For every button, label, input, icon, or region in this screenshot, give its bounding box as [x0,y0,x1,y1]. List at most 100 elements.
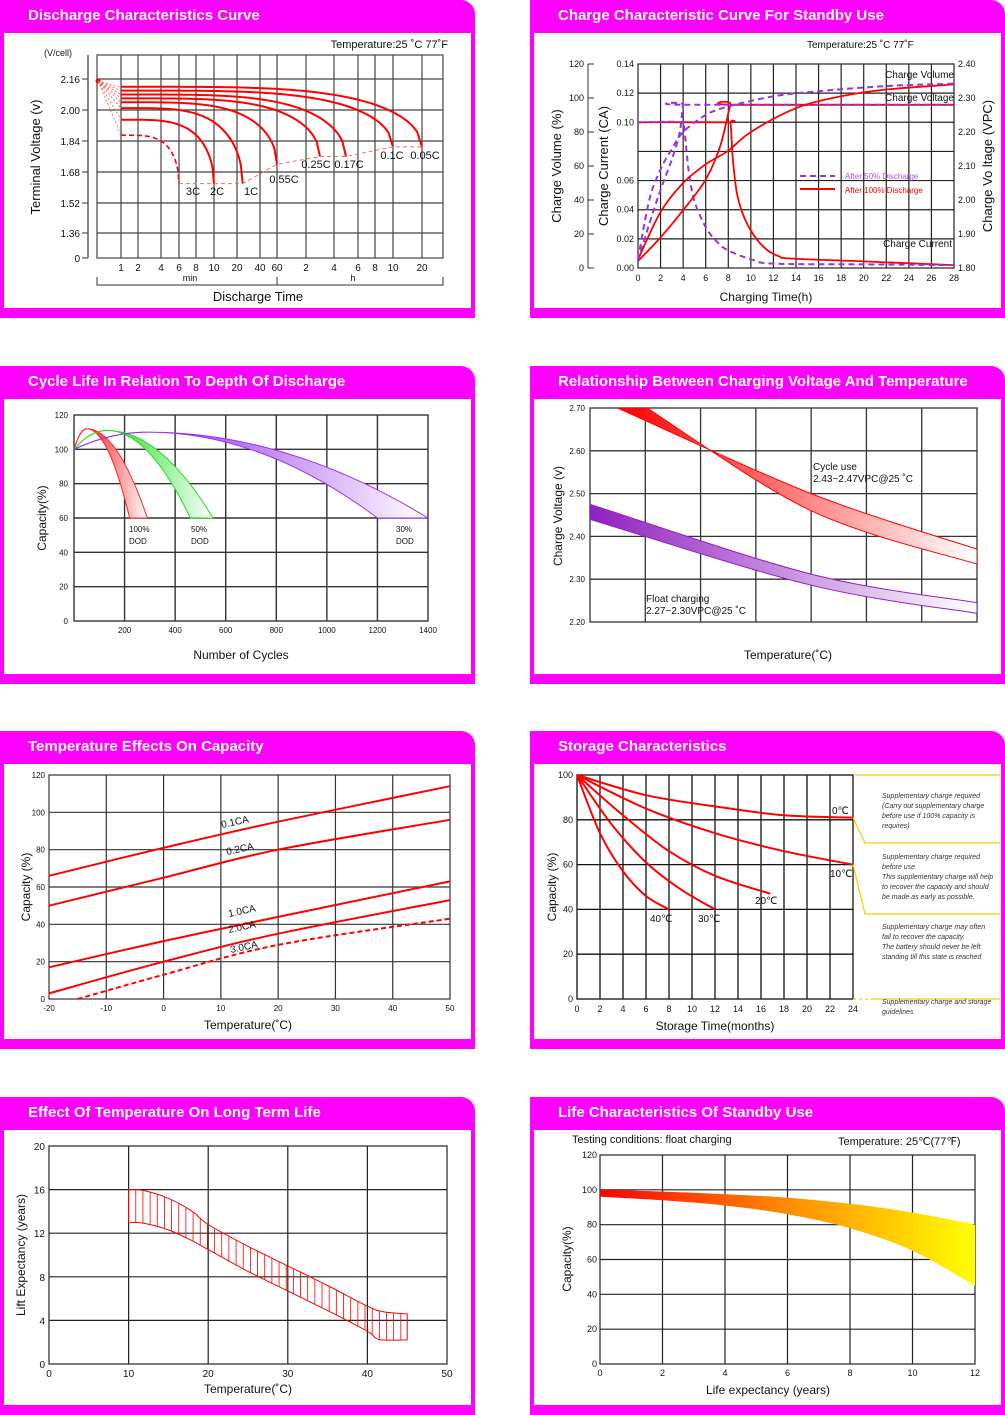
x-tick-label: 40 [254,263,266,274]
current-tick-label: 0.04 [616,205,634,215]
y-tick-label: 2.50 [569,490,585,499]
x-tick-label: 50 [446,1004,455,1013]
dod-label: 30% [396,525,412,534]
voltage-tick-label: 1.90 [958,229,976,239]
y-tick-label: 20 [587,1324,597,1334]
storage-curve-1 [576,774,854,866]
x-tick-label: 30 [331,1004,340,1013]
y-tick-label: 20 [563,949,573,959]
x-axis-title: Storage Time(months) [656,1019,775,1033]
x-tick-label: 0 [597,1368,602,1378]
curve-label: 10℃ [830,869,852,880]
x-tick-label: 20 [859,273,869,283]
start-connector [97,80,122,103]
voltage-axis-title: Charge Vo ltage (VPC) [980,100,995,232]
dod-label: 100% [129,525,149,534]
x-tick-label: 8 [372,263,378,274]
volume-tick-label: 40 [574,195,584,205]
y-tick-label: 1.52 [61,199,81,210]
x-tick-label: 4 [158,263,164,274]
annotation-float-range: 2.27~2.30VPC@25 ˚C [646,605,746,617]
x-tick-label: -20 [43,1004,55,1013]
x-tick-label: 1400 [419,626,437,635]
annotation-float: Float charging [646,594,709,605]
storage-note-line: fail to recover the capacity. [882,934,965,941]
x-tick-label: 18 [779,1004,789,1014]
storage-panel: Storage Characteristics 0 20 40 60 80 100 0 2 4 6… [530,731,1005,1049]
legend-label-100pct: After 100% Discharge [845,186,923,195]
curve-label: 2C [210,186,224,198]
voltage-tick-label: 2.30 [958,93,976,103]
y-tick-label: 2.30 [569,575,585,584]
dod-curve-rise-1 [73,429,107,450]
volume-tick-label: 80 [574,127,584,137]
x-tick-label: 200 [118,626,132,635]
storage-note-line: Supplementary charge and storage [882,999,991,1006]
charge-voltage-chart: 2.20 2.30 2.40 2.50 2.60 2.70 Charge Voltage (… [551,404,978,662]
x-tick-label: 6 [785,1368,790,1378]
x-tick-label: 30 [282,1369,294,1380]
dod-label: DOD [396,537,414,546]
long-term-life-chart: 0 4 8 12 16 20 0 10 20 30 40 50 Lift Expectancy (yea… [14,1142,453,1396]
x-tick-label: 40 [388,1004,397,1013]
voltage-tick-label: 2.10 [958,161,976,171]
storage-note-line: standing till this state is reached [882,954,982,961]
volume-tick-label: 120 [569,59,584,69]
series-volume-50pct [637,82,955,260]
standby-life-panel: Life Characteristics Of Standby Use 0 20 4… [530,1097,1005,1415]
dod-band-1 [106,429,214,519]
y-tick-label: 2.00 [61,106,81,117]
storage-curve-4 [576,774,670,911]
y-tick-label: 8 [39,1273,45,1284]
discharge-curve-2C [121,118,215,184]
x-tick-label: 10 [907,1368,917,1378]
y-unit-label: (V/cell) [44,48,72,58]
y-tick-label: 80 [587,1220,597,1230]
dod-label: 50% [191,525,207,534]
start-connector [97,80,122,91]
y-tick-label: 20 [34,1142,46,1153]
panel-title: Charge Characteristic Curve For Standby … [558,7,884,24]
x-tick-label: 6 [355,263,361,274]
standby-life-chart: 0 20 40 60 80 100 120 0 2 4 6 8 10 12 Capacity(%) Life … [560,1134,980,1397]
temp-capacity-chart: 0 20 40 60 80 100 120 -20 -10 0 10 20 30 40 50 Capacity… [19,771,455,1032]
volume-tick-label: 20 [574,229,584,239]
discharge-curve-0.25C [121,97,321,157]
current-tick-label: 0.14 [616,59,634,69]
x-group-label-h: h [350,273,355,283]
curve-label: 2.0CA [227,919,257,936]
charge-chart: 0204060801001200.000.020.040.060.100.120… [549,39,995,304]
storage-note-line: This supplementary charge will help [882,874,993,881]
start-connector [97,80,122,95]
curve-label: 0.17C [334,159,363,171]
capacity-band [600,1189,975,1286]
y-tick-label: 40 [563,904,573,914]
x-tick-label: 26 [926,273,936,283]
y-tick-label: 20 [36,958,45,967]
y-axis-title: Capacity (%) [19,853,33,922]
y-tick-label: 0 [74,254,80,265]
storage-curve-0 [576,774,854,819]
y-tick-label: 1.36 [61,229,81,240]
storage-curve-2 [576,774,771,895]
x-axis-title: Charging Time(h) [720,290,813,304]
capacity-curve-3.0CA [77,917,451,1000]
y-tick-label: 0 [41,995,46,1004]
dod-curve-rise-2 [73,431,148,450]
curve-label: 3.0CA [229,939,259,956]
series-current-100pct [637,119,955,266]
y-tick-label: 2.20 [569,618,585,627]
y-tick-label: 100 [582,1185,597,1195]
annotation-cycle-use: Cycle use [813,462,857,473]
x-tick-label: 20 [274,1004,283,1013]
discharge-curve-0.17C [121,93,347,157]
annotation-charge-current: Charge Current [883,239,952,250]
curve-label: 1C [244,186,258,198]
plot-border [96,54,444,259]
temperature-note: Temperature:25 ˚C 77˚F [807,39,914,51]
x-tick-label: -10 [101,1004,113,1013]
x-tick-label: 16 [756,1004,766,1014]
start-connector [97,80,122,99]
